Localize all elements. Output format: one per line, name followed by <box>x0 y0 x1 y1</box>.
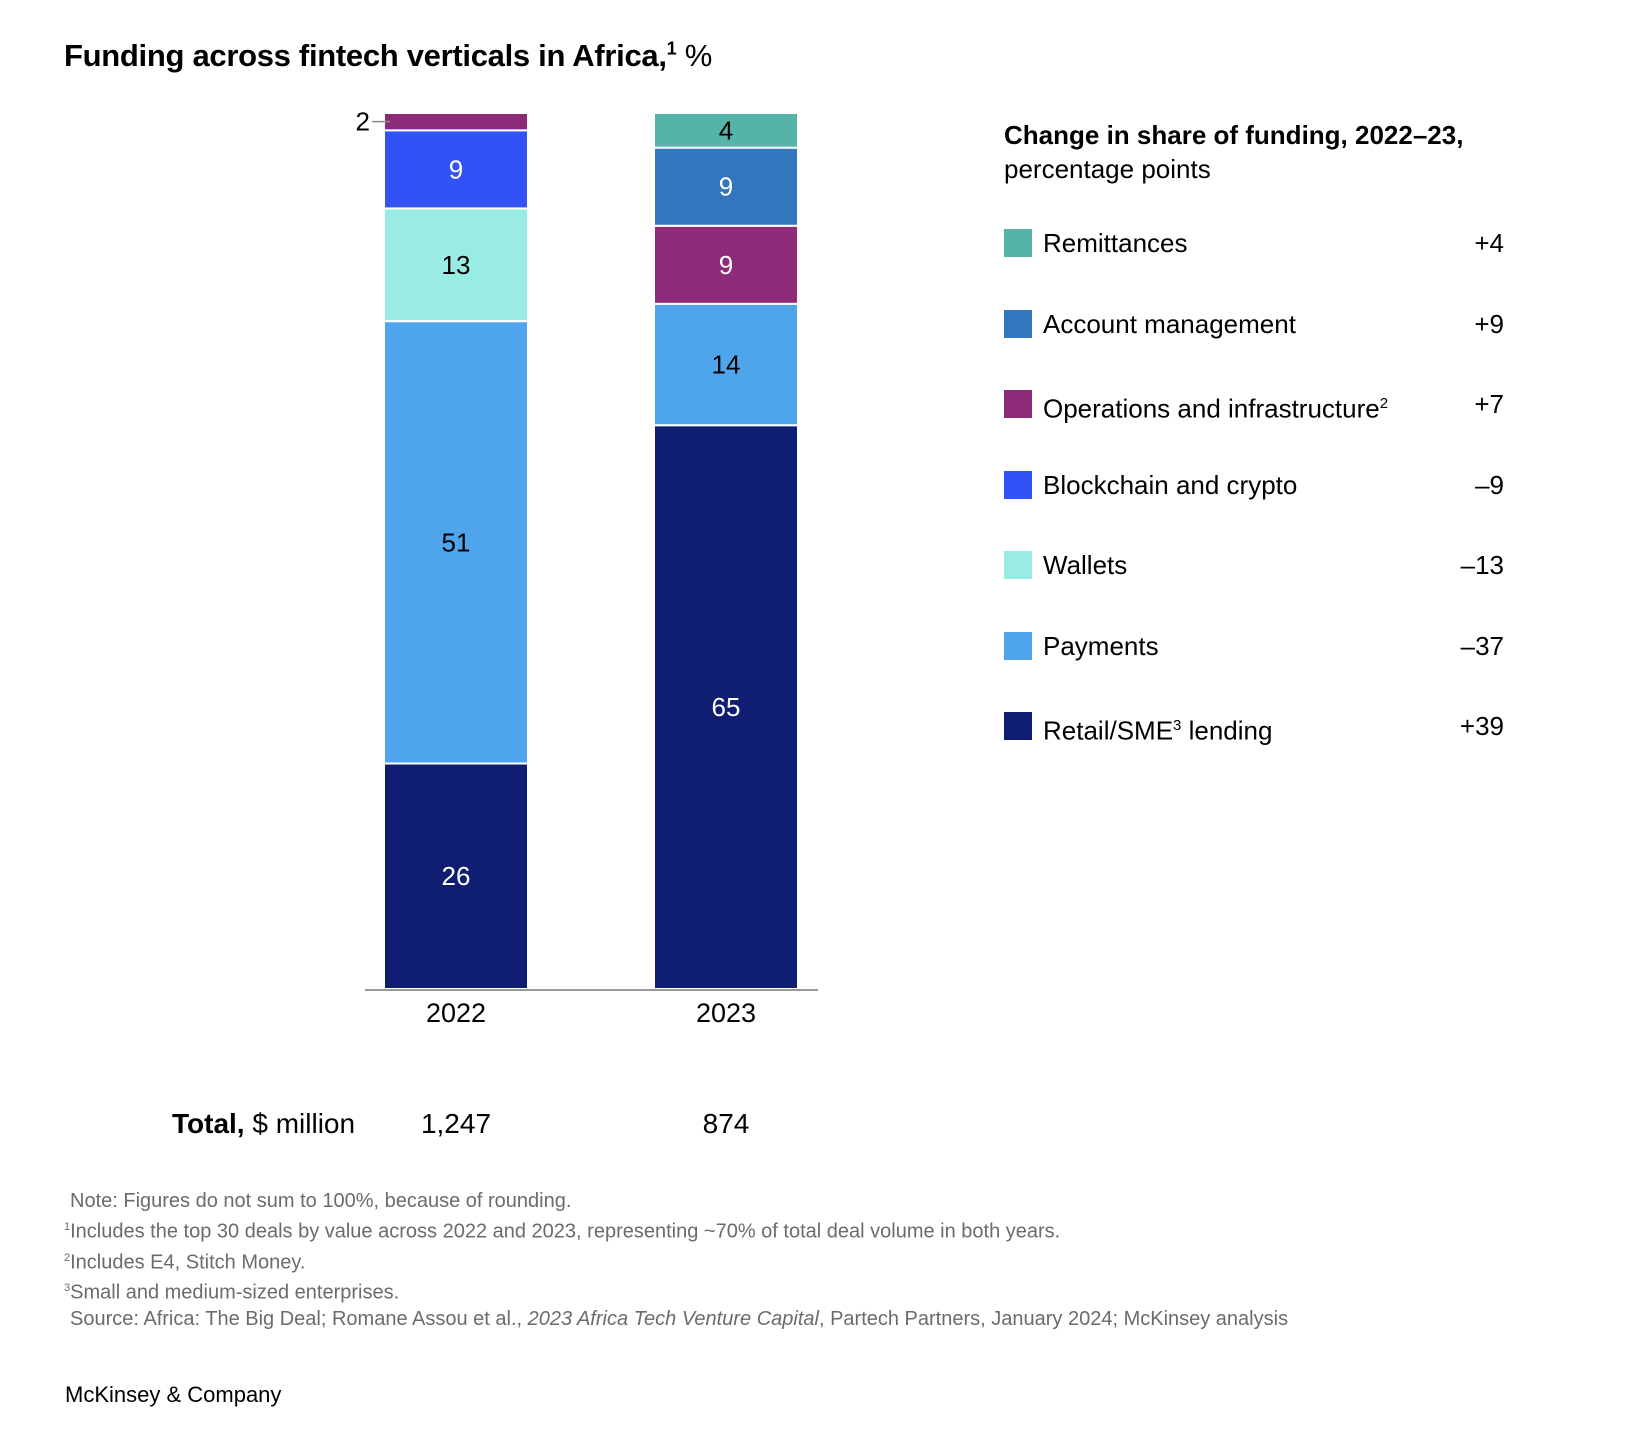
source-suffix: , Partech Partners, January 2024; McKins… <box>818 1307 1289 1330</box>
legend-footnote-ref: 2 <box>1379 395 1389 412</box>
total-label-unit: $ million <box>252 1108 356 1139</box>
legend-swatch <box>1004 470 1032 499</box>
brand-logo-text: McKinsey & Company <box>65 1382 282 1407</box>
footnote-1: 1Includes the top 30 deals by value acro… <box>64 1214 1288 1245</box>
legend-item-account-management: Account management +9 <box>1004 307 1504 388</box>
source-prefix: Source: Africa: The Big Deal; Romane Ass… <box>70 1307 528 1330</box>
data-label-2022-payments: 51 <box>442 527 471 557</box>
total-label: Total, $ million <box>172 1108 355 1140</box>
data-label-2022-retail-sme-lending: 26 <box>442 861 471 891</box>
legend-swatch <box>1004 631 1032 660</box>
legend-heading: Change in share of funding, 2022–23, per… <box>1004 118 1463 186</box>
legend-change-value: +9 <box>1474 308 1504 339</box>
footnote-marker: 2 <box>64 1251 71 1264</box>
total-value-2022: 1,247 <box>420 1108 492 1139</box>
legend-footnote-ref: 3 <box>1173 717 1182 734</box>
x-tick-label-2023: 2023 <box>696 998 756 1028</box>
total-label-bold: Total, <box>172 1108 245 1139</box>
x-tick-label-2022: 2022 <box>426 998 486 1028</box>
legend-change-value: –13 <box>1460 550 1504 580</box>
bars-group: 26 51 13 9 2 65 14 9 9 4 <box>356 107 799 990</box>
footnotes: Note: Figures do not sum to 100%, becaus… <box>64 1188 1288 1332</box>
legend-change-value: +4 <box>1474 228 1504 258</box>
footnote-text: Includes the top 30 deals by value acros… <box>70 1220 1061 1243</box>
bar-segment-2023-remittances <box>653 112 799 149</box>
footnote-text: Small and medium-sized enterprises. <box>70 1281 400 1304</box>
bar-segment-2023-retail-sme-lending <box>653 424 799 990</box>
note-text: Note: Figures do not sum to 100%, becaus… <box>70 1190 572 1212</box>
legend-label: Payments <box>1043 630 1159 661</box>
bar-segment-2022-wallets <box>383 207 529 323</box>
data-label-2022-operations-and-infrastructure: 2 <box>356 107 370 137</box>
bar-segment-2022-operations-and-infrastructure <box>383 112 529 132</box>
footnote-text: Includes E4, Stitch Money. <box>70 1251 306 1274</box>
chart-title: Funding across fintech verticals in Afri… <box>64 38 712 74</box>
title-unit: % <box>684 38 713 73</box>
legend-swatch <box>1004 712 1032 740</box>
footnote-2: 2Includes E4, Stitch Money. <box>64 1245 1288 1276</box>
data-label-2023-retail-sme-lending: 65 <box>712 692 741 722</box>
legend-item-blockchain-and-crypto: Blockchain and crypto –9 <box>1004 468 1504 549</box>
footnote-3: 3Small and medium-sized enterprises. <box>64 1275 1288 1306</box>
total-value-2023: 874 <box>702 1108 750 1139</box>
legend-item-wallets: Wallets –13 <box>1004 548 1504 629</box>
data-label-2023-payments: 14 <box>712 350 741 380</box>
legend-label: Operations and infrastructure2 <box>1043 393 1389 424</box>
bar-segment-2022-blockchain-and-crypto <box>383 129 529 210</box>
note-line: Note: Figures do not sum to 100%, becaus… <box>64 1188 1288 1214</box>
legend-change-value: –9 <box>1475 469 1504 500</box>
data-label-2022-wallets: 13 <box>442 250 471 280</box>
data-label-2023-remittances: 4 <box>719 115 733 145</box>
legend-swatch <box>1004 390 1032 418</box>
bar-segment-2023-payments <box>653 302 799 427</box>
data-label-2023-operations-and-infrastructure: 9 <box>719 250 733 280</box>
bar-segment-2023-operations-and-infrastructure <box>653 224 799 305</box>
legend: Remittances +4 Account management +9 Operati… <box>1004 226 1504 790</box>
data-label-2023-account-management: 9 <box>719 172 733 202</box>
legend-heading-sub: percentage points <box>1004 154 1211 184</box>
legend-item-retail-sme-lending: Retail/SME3 lending +39 <box>1004 709 1504 790</box>
stacked-bar-chart: 26 51 13 9 2 65 14 9 9 4 2022 2023 <box>356 107 818 1028</box>
legend-label: Wallets <box>1043 550 1128 580</box>
footnote-marker: 3 <box>64 1282 71 1295</box>
legend-label: Retail/SME3 lending <box>1043 715 1273 746</box>
legend-swatch <box>1004 229 1032 257</box>
legend-item-remittances: Remittances +4 <box>1004 226 1504 307</box>
title-footnote-ref: 1 <box>666 38 677 59</box>
legend-swatch <box>1004 309 1032 338</box>
source-italic: 2023 Africa Tech Venture Capital <box>527 1307 819 1330</box>
legend-item-payments: Payments –37 <box>1004 629 1504 710</box>
legend-change-value: –37 <box>1460 630 1504 661</box>
legend-heading-bold: Change in share of funding, 2022–23, <box>1004 120 1464 150</box>
data-label-2022-blockchain-and-crypto: 9 <box>449 154 463 184</box>
x-tick-labels: 2022 2023 <box>426 998 756 1028</box>
footnote-marker: 1 <box>64 1221 71 1233</box>
legend-item-operations-and-infrastructure: Operations and infrastructure2 +7 <box>1004 387 1504 468</box>
bar-segment-2023-account-management <box>653 146 799 227</box>
chart-title-text: Funding across fintech verticals in Afri… <box>64 38 667 73</box>
legend-label: Remittances <box>1043 228 1188 258</box>
source-line: Source: Africa: The Big Deal; Romane Ass… <box>64 1306 1288 1332</box>
legend-change-value: +7 <box>1474 389 1504 419</box>
legend-change-value: +39 <box>1459 711 1504 741</box>
legend-label: Account management <box>1043 308 1296 339</box>
legend-swatch <box>1004 551 1032 579</box>
legend-label: Blockchain and crypto <box>1043 469 1298 500</box>
